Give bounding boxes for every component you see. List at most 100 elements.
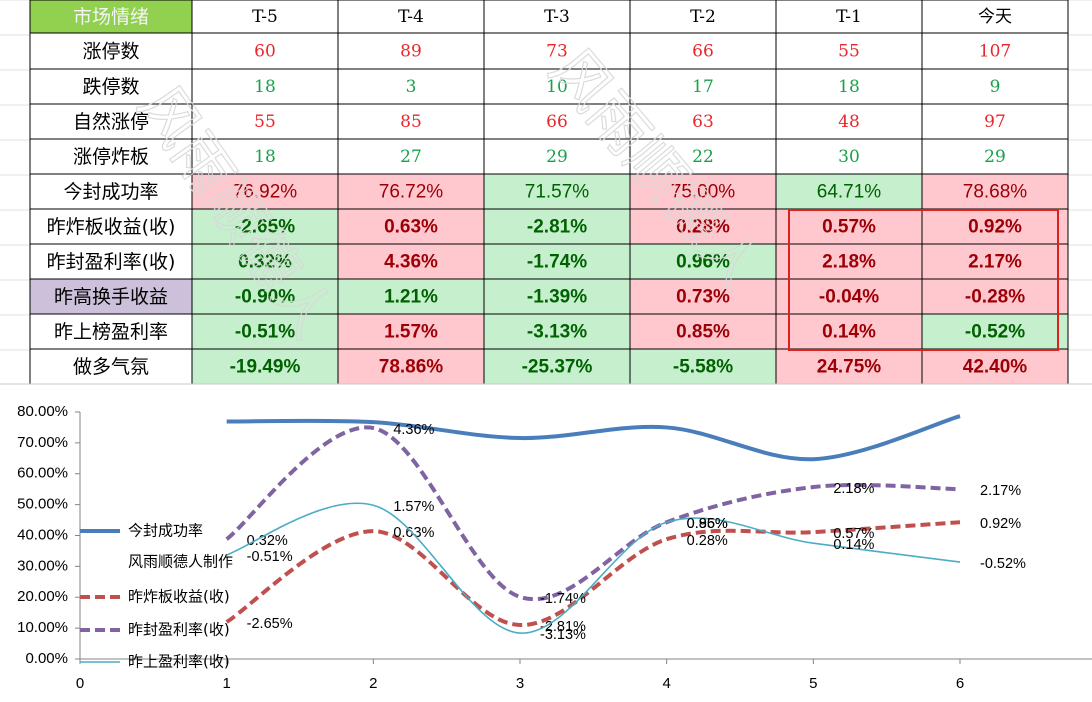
cell-bg (483, 348, 631, 385)
cell-text: 73 (546, 42, 568, 62)
y-tick-label: 70.00% (17, 434, 68, 451)
cell-bg (629, 32, 777, 70)
cell-bg (29, 68, 193, 105)
x-tick-label: 1 (222, 675, 230, 692)
cell-text: T-2 (690, 7, 716, 27)
cell-text: 9 (990, 77, 1001, 97)
cell-bg (191, 278, 339, 315)
cell-text: 0.85% (676, 322, 730, 343)
cell-text: 跌停数 (82, 76, 139, 98)
cell-text: 64.71% (817, 182, 882, 203)
cell-text: -0.52% (965, 322, 1025, 343)
cell-bg (775, 173, 923, 210)
legend-label: 风雨顺德人制作 (128, 553, 233, 571)
data-label: 1.57% (393, 499, 434, 515)
cell-text: 29 (546, 147, 568, 167)
cell-bg (483, 313, 631, 350)
cell-text: 22 (692, 147, 714, 167)
cell-bg (191, 243, 339, 280)
cell-bg (191, 173, 339, 210)
cell-bg (29, 0, 193, 34)
x-tick-label: 6 (956, 675, 964, 692)
cell-text: 1.21% (384, 287, 438, 308)
cell-text: 55 (254, 112, 276, 132)
cell-bg (921, 208, 1069, 245)
data-label: -0.52% (980, 556, 1026, 572)
cell-bg (337, 68, 485, 105)
cell-text: 75.00% (671, 182, 736, 203)
data-label: 0.32% (247, 533, 288, 549)
cell-text: 1.57% (384, 322, 438, 343)
cell-text: 自然涨停 (73, 111, 149, 133)
cell-bg (775, 243, 923, 280)
cell-bg (775, 68, 923, 105)
legend-label: 昨封盈利率(收) (128, 621, 230, 639)
data-label: 0.14% (833, 537, 874, 553)
cell-bg (629, 103, 777, 140)
legend-label: 昨炸板收益(收) (128, 588, 230, 606)
data-label: 0.28% (687, 533, 728, 549)
cell-bg (483, 103, 631, 140)
cell-text: 2.17% (968, 252, 1022, 273)
data-label: 0.63% (393, 525, 434, 541)
cell-text: 60 (254, 42, 276, 62)
cell-bg (921, 138, 1069, 175)
cell-bg (629, 173, 777, 210)
cell-text: 0.28% (676, 217, 730, 238)
cell-bg (337, 278, 485, 315)
cell-text: 107 (979, 42, 1011, 62)
cell-text: 今封成功率 (63, 181, 158, 203)
data-label: 0.57% (833, 526, 874, 542)
cell-text: 24.75% (817, 357, 882, 378)
cell-text: T-1 (836, 7, 862, 27)
cell-text: 17 (692, 77, 714, 97)
x-tick-label: 0 (76, 675, 84, 692)
cell-text: 76.92% (233, 182, 298, 203)
cell-text: 0.14% (822, 322, 876, 343)
cell-bg (921, 243, 1069, 280)
cell-bg (775, 278, 923, 315)
data-label: 0.92% (980, 516, 1021, 532)
cell-text: 66 (546, 112, 568, 132)
cell-text: T-5 (252, 7, 278, 27)
cell-bg (629, 348, 777, 385)
data-label: -0.51% (247, 549, 293, 565)
cell-text: 涨停炸板 (73, 146, 149, 168)
x-tick-label: 3 (516, 675, 524, 692)
cell-bg (191, 208, 339, 245)
cell-bg (29, 103, 193, 140)
cell-bg (921, 348, 1069, 385)
cell-bg (483, 68, 631, 105)
data-label: 2.17% (980, 483, 1021, 499)
y-tick-label: 60.00% (17, 465, 68, 482)
cell-bg (775, 208, 923, 245)
cell-bg (29, 173, 193, 210)
cell-text: 昨炸板收益(收) (47, 216, 176, 238)
highlight-box (788, 209, 1059, 351)
cell-text: 0.57% (822, 217, 876, 238)
cell-bg (775, 0, 923, 34)
cell-bg (29, 208, 193, 245)
cell-text: -19.49% (230, 357, 301, 378)
cell-bg (337, 173, 485, 210)
y-tick-label: 20.00% (17, 588, 68, 605)
cell-text: 昨上榜盈利率 (54, 321, 168, 343)
cell-text: 97 (984, 112, 1006, 132)
cell-text: 做多气氛 (73, 356, 149, 378)
cell-text: T-4 (398, 7, 424, 27)
cell-bg (29, 313, 193, 350)
cell-text: -3.13% (527, 322, 587, 343)
cell-text: 29 (984, 147, 1006, 167)
cell-text: 27 (400, 147, 422, 167)
series-line (225, 520, 961, 628)
cell-text: 89 (400, 42, 422, 62)
cell-bg (775, 138, 923, 175)
cell-text: -1.39% (527, 287, 587, 308)
y-tick-label: 40.00% (17, 526, 68, 543)
cell-text: 0.96% (676, 252, 730, 273)
cell-bg (29, 348, 193, 385)
cell-text: 市场情绪 (73, 6, 149, 28)
cell-text: 4.36% (384, 252, 438, 273)
cell-bg (921, 0, 1069, 34)
cell-text: -5.58% (673, 357, 733, 378)
